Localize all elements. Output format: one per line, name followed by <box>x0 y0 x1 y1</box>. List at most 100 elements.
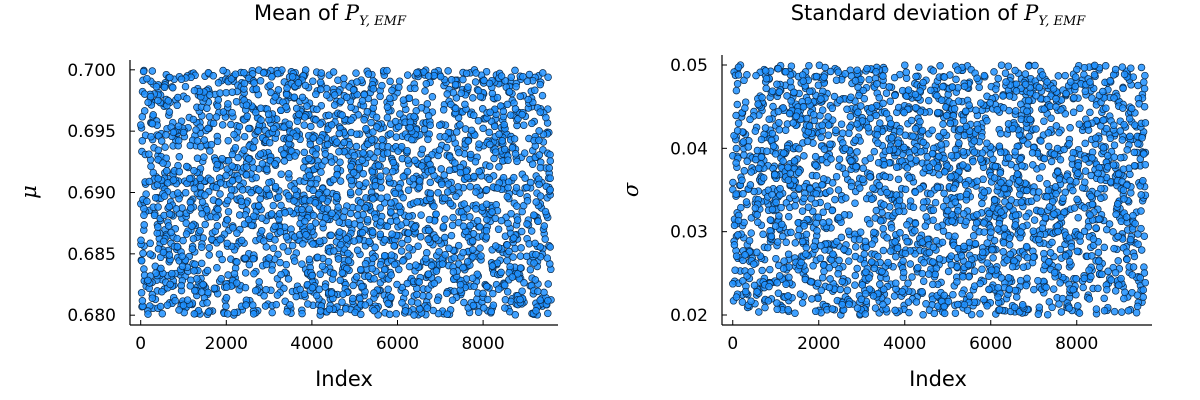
scatter-point <box>424 135 432 144</box>
scatter-point <box>921 222 930 230</box>
scatter-point <box>1100 243 1109 252</box>
scatter-point <box>227 120 235 129</box>
scatter-point <box>1011 107 1020 115</box>
scatter-point <box>732 190 740 198</box>
scatter-point <box>327 121 336 129</box>
scatter-point <box>290 197 298 205</box>
scatter-point <box>309 240 317 248</box>
scatter-point <box>1025 62 1033 70</box>
scatter-point <box>197 288 206 296</box>
scatter-point <box>747 168 755 176</box>
scatter-point <box>1130 252 1139 261</box>
scatter-point <box>167 228 175 237</box>
scatter-point <box>772 198 780 207</box>
scatter-point <box>284 192 293 200</box>
scatter-point <box>879 224 887 233</box>
scatter-point <box>145 150 153 158</box>
scatter-point <box>240 220 249 228</box>
scatter-point <box>802 230 811 239</box>
scatter-point <box>802 250 810 258</box>
scatter-point <box>336 177 345 185</box>
scatter-point <box>181 188 190 197</box>
scatter-point <box>399 193 407 202</box>
scatter-point <box>920 258 928 267</box>
scatter-point <box>457 89 465 97</box>
scatter-point <box>732 111 740 120</box>
scatter-point <box>305 255 314 264</box>
scatter-point <box>183 94 191 103</box>
scatter-point <box>1103 151 1112 160</box>
scatter-point <box>317 85 325 94</box>
scatter-point <box>773 80 781 89</box>
scatter-point <box>464 83 472 91</box>
scatter-point <box>503 192 512 201</box>
scatter-point <box>819 219 827 227</box>
scatter-point <box>203 104 211 112</box>
scatter-point <box>851 199 859 207</box>
scatter-point <box>223 310 232 318</box>
scatter-point <box>165 251 174 259</box>
scatter-point <box>930 309 939 318</box>
scatter-point <box>892 163 901 171</box>
scatter-point <box>186 282 195 290</box>
scatter-point <box>403 71 412 79</box>
scatter-point <box>298 260 306 268</box>
scatter-point <box>229 224 237 232</box>
scatter-point <box>1081 139 1089 148</box>
scatter-point <box>414 299 422 307</box>
scatter-point <box>856 184 864 192</box>
scatter-point <box>899 257 907 265</box>
scatter-point <box>205 243 214 252</box>
scatter-point <box>816 254 825 263</box>
scatter-point <box>285 134 294 143</box>
scatter-point <box>435 146 444 154</box>
scatter-point <box>741 104 749 112</box>
scatter-point <box>1017 228 1025 236</box>
scatter-point <box>733 80 742 88</box>
scatter-point <box>856 228 865 236</box>
scatter-point <box>173 101 181 110</box>
scatter-point <box>795 144 803 153</box>
scatter-point <box>295 110 303 119</box>
scatter-point <box>843 286 852 295</box>
scatter-point <box>1034 276 1042 285</box>
scatter-point <box>779 149 788 157</box>
scatter-point <box>240 68 248 77</box>
scatter-point <box>347 162 355 171</box>
scatter-point <box>376 172 385 180</box>
scatter-point <box>1022 281 1030 290</box>
scatter-point <box>352 142 361 151</box>
scatter-point <box>1050 268 1059 277</box>
scatter-point <box>544 280 552 288</box>
scatter-point <box>306 222 315 231</box>
scatter-point <box>954 66 962 74</box>
scatter-point <box>543 254 552 262</box>
scatter-point <box>1011 147 1019 156</box>
scatter-point <box>781 68 790 76</box>
scatter-point <box>838 129 847 137</box>
scatter-point <box>769 102 777 111</box>
scatter-point <box>315 137 324 145</box>
scatter-point <box>1054 72 1063 80</box>
scatter-point <box>976 310 984 318</box>
scatter-point <box>241 254 249 262</box>
scatter-point <box>893 244 902 253</box>
scatter-point <box>494 225 503 234</box>
scatter-point <box>427 261 436 270</box>
x-axis-title: Index <box>315 367 373 391</box>
scatter-point <box>371 214 380 222</box>
scatter-point <box>416 233 425 241</box>
scatter-point <box>1119 104 1127 112</box>
scatter-point <box>520 279 528 287</box>
scatter-point <box>546 174 554 182</box>
scatter-point <box>947 172 955 181</box>
scatter-point <box>249 164 258 172</box>
scatter-point <box>240 146 248 154</box>
scatter-point <box>426 189 435 198</box>
scatter-point <box>1099 87 1107 96</box>
scatter-point <box>267 210 276 218</box>
scatter-point <box>995 142 1004 151</box>
scatter-point <box>1137 63 1146 72</box>
scatter-point <box>731 266 739 274</box>
